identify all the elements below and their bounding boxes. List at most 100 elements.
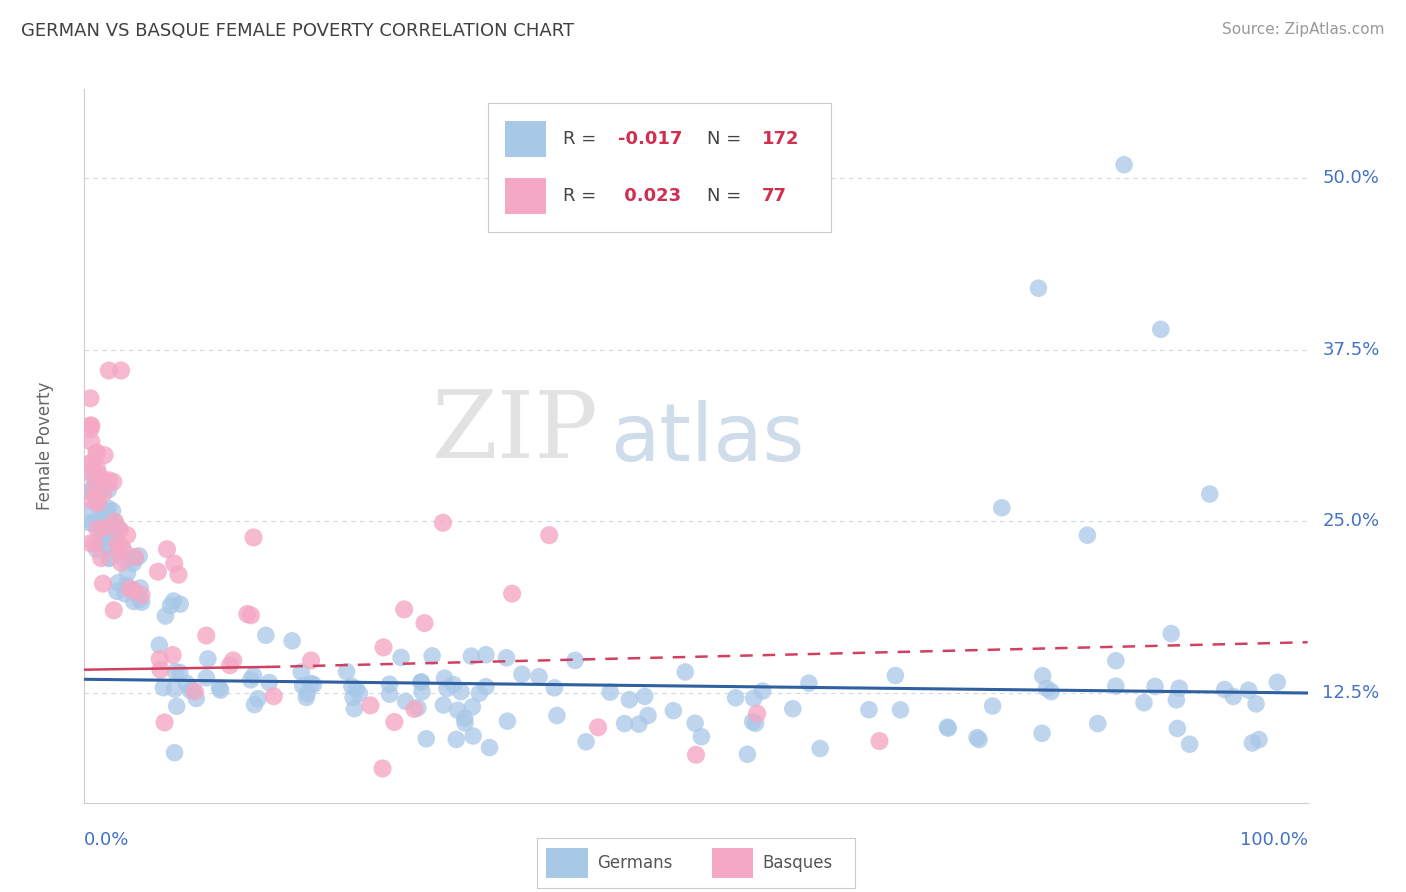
Point <box>84 468 107 483</box>
Point <box>378 677 401 691</box>
Point <box>1247 732 1270 747</box>
Point <box>105 537 128 551</box>
Point <box>179 683 201 698</box>
Point <box>115 580 138 594</box>
Point <box>378 687 401 701</box>
Point <box>690 730 713 744</box>
Point <box>443 678 465 692</box>
Point <box>79 466 101 480</box>
Point <box>79 422 101 436</box>
Point <box>373 640 395 655</box>
Point <box>97 501 120 516</box>
Point <box>808 741 831 756</box>
Point <box>124 551 146 566</box>
Point <box>93 486 115 500</box>
Point <box>110 556 132 570</box>
Point <box>478 740 501 755</box>
Point <box>1237 683 1260 698</box>
Point <box>409 675 432 690</box>
Point <box>104 515 127 529</box>
Point <box>209 683 232 698</box>
Point <box>167 567 190 582</box>
Point <box>84 483 107 497</box>
Point <box>105 519 128 533</box>
Point <box>343 702 366 716</box>
Point <box>163 746 186 760</box>
Point <box>869 734 891 748</box>
Point <box>1222 690 1244 704</box>
Point <box>475 648 498 662</box>
Point <box>389 650 412 665</box>
Point <box>797 676 820 690</box>
Point <box>117 566 139 580</box>
Point <box>1198 487 1220 501</box>
Point <box>295 687 318 701</box>
Point <box>96 539 118 553</box>
Point <box>87 467 110 481</box>
Point <box>1160 626 1182 640</box>
Point <box>195 671 218 685</box>
Point <box>104 539 127 553</box>
Point <box>342 690 364 705</box>
Point <box>496 714 519 728</box>
Point <box>501 587 523 601</box>
Text: 37.5%: 37.5% <box>1322 341 1379 359</box>
Point <box>86 522 108 536</box>
Point <box>1150 322 1173 336</box>
Point <box>413 616 436 631</box>
Point <box>436 681 458 696</box>
Point <box>149 652 172 666</box>
Point <box>103 603 125 617</box>
Point <box>1031 726 1053 740</box>
Point <box>90 502 112 516</box>
Point <box>129 581 152 595</box>
Point <box>599 685 621 699</box>
Point <box>239 608 262 623</box>
Point <box>673 665 696 679</box>
Point <box>91 513 114 527</box>
Point <box>420 648 443 663</box>
Point <box>242 531 264 545</box>
Point <box>290 665 312 679</box>
Point <box>751 684 773 698</box>
Point <box>89 536 111 550</box>
Point <box>782 702 804 716</box>
Point <box>394 694 416 708</box>
Point <box>79 484 101 499</box>
Point <box>122 556 145 570</box>
Point <box>107 545 129 559</box>
Point <box>93 448 115 462</box>
Point <box>80 456 103 470</box>
Point <box>349 686 371 700</box>
Text: 50.0%: 50.0% <box>1322 169 1379 187</box>
Point <box>1241 736 1264 750</box>
Point <box>149 663 172 677</box>
Point <box>281 633 304 648</box>
Point <box>128 592 150 607</box>
Point <box>564 653 586 667</box>
Point <box>737 747 759 762</box>
Point <box>1244 697 1267 711</box>
Point <box>359 698 381 713</box>
Point <box>239 673 262 687</box>
Point <box>115 578 138 592</box>
Point <box>1114 158 1136 172</box>
Point <box>159 599 181 613</box>
Point <box>93 482 115 496</box>
Point <box>340 679 363 693</box>
Point <box>619 692 641 706</box>
Point <box>1213 682 1236 697</box>
Point <box>967 732 990 747</box>
Text: 0.0%: 0.0% <box>84 831 129 849</box>
Point <box>146 565 169 579</box>
Point <box>432 516 454 530</box>
Point <box>981 698 1004 713</box>
Point <box>546 708 568 723</box>
Text: 100.0%: 100.0% <box>1240 831 1308 849</box>
Point <box>155 609 177 624</box>
Point <box>527 670 550 684</box>
Point <box>162 648 184 662</box>
Point <box>495 650 517 665</box>
Point <box>87 496 110 510</box>
Point <box>1028 281 1050 295</box>
